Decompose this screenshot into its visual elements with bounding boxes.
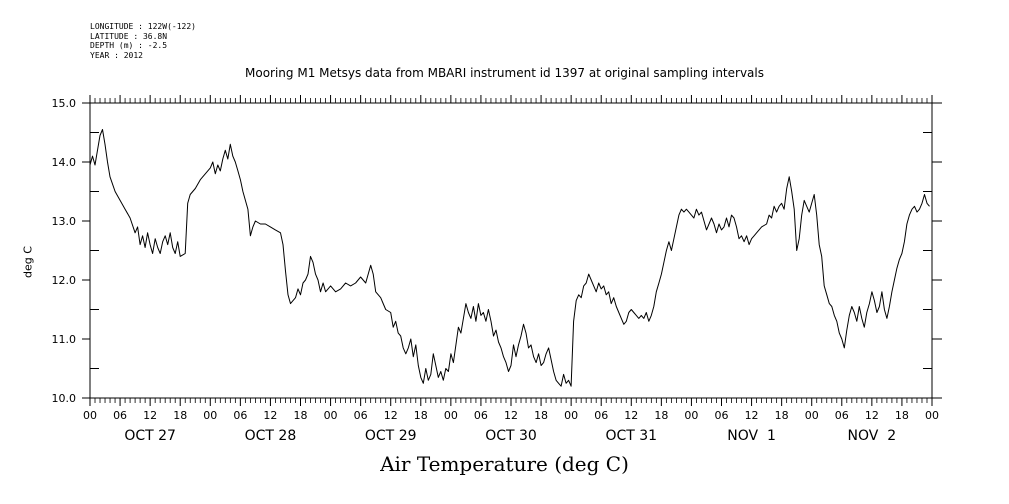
x-day-label: NOV 1 (727, 428, 776, 444)
x-hour-tick-label: 06 (474, 409, 488, 422)
x-hour-tick-label: 18 (895, 409, 909, 422)
y-tick-label: 15.0 (52, 97, 77, 110)
x-hour-tick-label: 00 (684, 409, 698, 422)
x-hour-tick-label: 18 (414, 409, 428, 422)
x-day-label: OCT 31 (605, 428, 657, 444)
x-hour-tick-label: 18 (534, 409, 548, 422)
depth-label: DEPTH (m) : -2.5 (90, 41, 168, 50)
x-hour-tick-label: 12 (865, 409, 879, 422)
location-metadata: LONGITUDE : 122W(-122) LATITUDE : 36.8N DE… (90, 22, 196, 60)
x-hour-tick-label: 12 (143, 409, 157, 422)
y-tick-label: 10.0 (52, 392, 77, 405)
x-hour-tick-label: 18 (173, 409, 187, 422)
x-hour-tick-label: 18 (654, 409, 668, 422)
x-day-label: OCT 28 (245, 428, 297, 444)
x-hour-tick-label: 06 (715, 409, 729, 422)
x-hour-tick-label: 12 (263, 409, 277, 422)
longitude-label: LONGITUDE : 122W(-122) (90, 22, 196, 31)
y-tick-label: 13.0 (52, 215, 77, 228)
chart-title: Mooring M1 Metsys data from MBARI instru… (245, 66, 764, 80)
x-hour-tick-label: 06 (835, 409, 849, 422)
latitude-label: LATITUDE : 36.8N (90, 31, 168, 41)
x-hour-tick-label: 12 (504, 409, 518, 422)
x-hour-tick-label: 06 (594, 409, 608, 422)
x-hour-tick-label: 00 (83, 409, 97, 422)
x-day-label: OCT 27 (124, 428, 176, 444)
x-hour-tick-label: 18 (775, 409, 789, 422)
x-hour-tick-label: 00 (564, 409, 578, 422)
x-hour-tick-label: 00 (805, 409, 819, 422)
x-hour-tick-label: 00 (324, 409, 338, 422)
y-tick-label: 14.0 (52, 156, 77, 169)
x-axis-title: Air Temperature (deg C) (380, 452, 629, 476)
x-hour-tick-label: 06 (113, 409, 127, 422)
x-hour-tick-label: 18 (294, 409, 308, 422)
y-tick-label: 11.0 (52, 333, 77, 346)
plot-frame (89, 102, 933, 399)
x-day-label: OCT 30 (485, 428, 537, 444)
x-hour-tick-label: 12 (384, 409, 398, 422)
x-hour-tick-label: 00 (203, 409, 217, 422)
series-line-air-temperature (89, 129, 930, 387)
x-hour-tick-label: 00 (444, 409, 458, 422)
x-hour-tick-label: 00 (925, 409, 939, 422)
x-hour-tick-label: 06 (233, 409, 247, 422)
y-axis-label: deg C (21, 246, 35, 278)
y-tick-label: 12.0 (52, 274, 77, 287)
x-day-label: OCT 29 (365, 428, 417, 444)
x-hour-tick-label: 12 (624, 409, 638, 422)
year-label: YEAR : 2012 (90, 50, 143, 60)
x-day-label: NOV 2 (848, 428, 897, 444)
x-hour-tick-label: 06 (354, 409, 368, 422)
x-hour-tick-label: 12 (745, 409, 759, 422)
